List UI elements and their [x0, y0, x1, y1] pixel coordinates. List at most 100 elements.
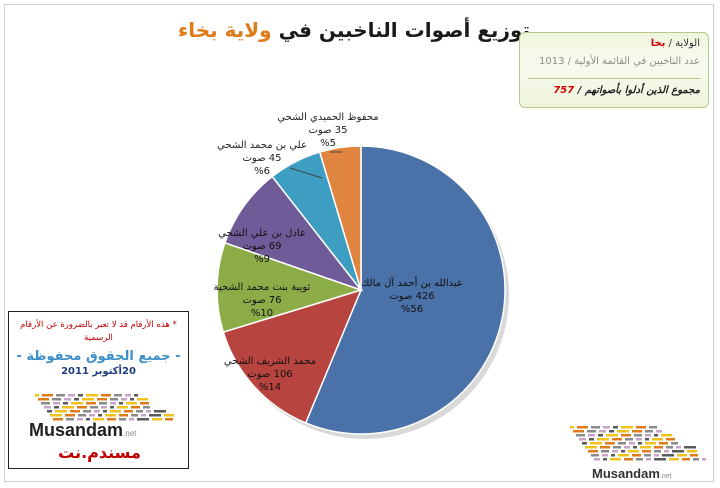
note-box: * هذه الأرقام قد لا تعبر بالضرورة عن الأ… — [8, 311, 189, 469]
logo-stripe — [600, 446, 610, 449]
logo-stripe — [110, 410, 121, 413]
slice-label: عبدالله بن أحمد آل مالك 426 صوت %56 — [361, 276, 463, 315]
logo-suffix: .net — [123, 429, 137, 438]
wilayah-value: بخا — [650, 38, 666, 49]
logo-stripe — [664, 450, 669, 453]
logo-stripe — [588, 450, 598, 453]
logo-stripe — [56, 394, 65, 397]
logo-stripe — [134, 394, 138, 397]
logo-stripe — [646, 458, 651, 461]
logo-stripe — [130, 398, 134, 401]
slice-label: محمد الشريف الشحي 106 صوت %14 — [224, 356, 316, 393]
logo-stripe — [137, 398, 148, 401]
logo-stripe — [117, 406, 128, 409]
logo-stripe — [131, 406, 140, 409]
logo-stripe — [154, 410, 166, 413]
slice-label: ثويبة بنت محمد الشحية 76 صوت %10 — [214, 282, 311, 319]
logo-text: Musandam — [29, 420, 124, 440]
brand-stripes — [570, 426, 706, 461]
logo-stripe — [119, 414, 128, 417]
logo-stripe — [587, 430, 596, 433]
logo-stripe — [644, 454, 651, 457]
logo-stripe — [612, 450, 618, 453]
logo-stripe — [570, 426, 574, 429]
logo-stripe — [53, 402, 60, 405]
logo-stripe — [645, 438, 649, 441]
logo-stripe — [66, 418, 74, 421]
logo-stripe — [659, 442, 668, 445]
logo-stripe — [625, 438, 633, 441]
logo-stripe — [77, 406, 87, 409]
logo-stripe — [54, 406, 59, 409]
pie-slice — [224, 175, 364, 292]
logo-stripe — [640, 446, 651, 449]
date-text: 20أكتوبر 2011 — [61, 366, 136, 377]
logo-stripe — [636, 438, 642, 441]
logo-stripe — [638, 442, 642, 445]
logo-stripe — [82, 398, 94, 401]
logo-stripe — [78, 394, 83, 397]
logo-stripe — [86, 394, 98, 397]
logo-stripe — [83, 410, 91, 413]
logo-stripe — [103, 410, 107, 413]
logo-stripe — [119, 402, 123, 405]
logo-stripe — [143, 406, 150, 409]
pie-slice — [318, 145, 362, 291]
logo-stripe — [642, 450, 651, 453]
logo-stripe — [588, 434, 595, 437]
voters-row: عدد الناخبين في القائمة الأولية / 1013 — [528, 56, 700, 74]
logo-stripe — [136, 410, 143, 413]
logo-stripe — [662, 454, 674, 457]
logo-stripe — [53, 418, 63, 421]
logo-stripe — [65, 414, 75, 417]
logo-stripe — [632, 454, 641, 457]
slice-label: عادل بن علي الشحي 69 صوت %9 — [218, 228, 306, 265]
logo-stripe — [50, 414, 62, 417]
logo-stripe — [636, 458, 643, 461]
logo-stripe — [654, 454, 659, 457]
logo-stripe — [618, 442, 626, 445]
brand-wordmark: Musandam.net — [592, 466, 672, 481]
logo-stripe — [676, 446, 681, 449]
logo-stripe — [97, 398, 107, 401]
logo-stripe — [119, 418, 126, 421]
logo-stripe — [690, 454, 698, 457]
logo-stripe — [591, 454, 599, 457]
logo-stripe — [601, 450, 609, 453]
logo-stripe — [41, 402, 50, 405]
logo-stripe — [576, 434, 585, 437]
logo-stripe — [35, 394, 39, 397]
logo-stripe — [682, 458, 690, 461]
logo-stripe — [140, 402, 149, 405]
logo-stripe — [99, 402, 107, 405]
info-divider — [528, 78, 700, 79]
logo-stripe — [693, 458, 699, 461]
logo-stripes — [35, 394, 174, 421]
logo-stripe — [654, 446, 663, 449]
logo-stripe — [42, 394, 53, 397]
logo-stripe — [101, 394, 111, 397]
rights-text: - جميع الحقوق محفوظة - — [16, 349, 181, 364]
logo-stripe — [602, 454, 608, 457]
slice-label: علي بن محمد الشحي 45 صوت %6 — [217, 140, 307, 177]
disclaimer-text: * هذه الأرقام قد لا تعبر بالضرورة عن الأ… — [20, 320, 177, 343]
brand-suffix: .net — [659, 473, 672, 480]
info-box: الولاية / بخا عدد الناخبين في القائمة ال… — [519, 32, 709, 108]
logo-stripe — [610, 458, 621, 461]
voters-value: 1013 — [539, 56, 565, 67]
logo-stripe — [577, 426, 588, 429]
logo-stripe — [633, 446, 637, 449]
pie-slice — [216, 241, 364, 334]
chart-title: توزيع أصوات الناخبين في ولاية بخاء — [178, 18, 530, 42]
logo-stripe — [126, 402, 137, 405]
logo-stripe — [628, 450, 639, 453]
logo-stripe — [613, 446, 621, 449]
logo-stripe — [70, 410, 80, 413]
title-accent: ولاية بخاء — [178, 18, 272, 42]
logo-stripe — [579, 438, 586, 441]
logo-stripe — [86, 402, 96, 405]
logo-stripe — [661, 434, 672, 437]
leader-line — [289, 167, 323, 179]
wilayah-row: الولاية / بخا — [528, 38, 700, 56]
